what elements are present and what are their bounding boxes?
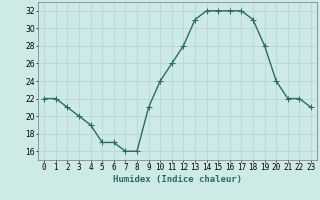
X-axis label: Humidex (Indice chaleur): Humidex (Indice chaleur) xyxy=(113,175,242,184)
